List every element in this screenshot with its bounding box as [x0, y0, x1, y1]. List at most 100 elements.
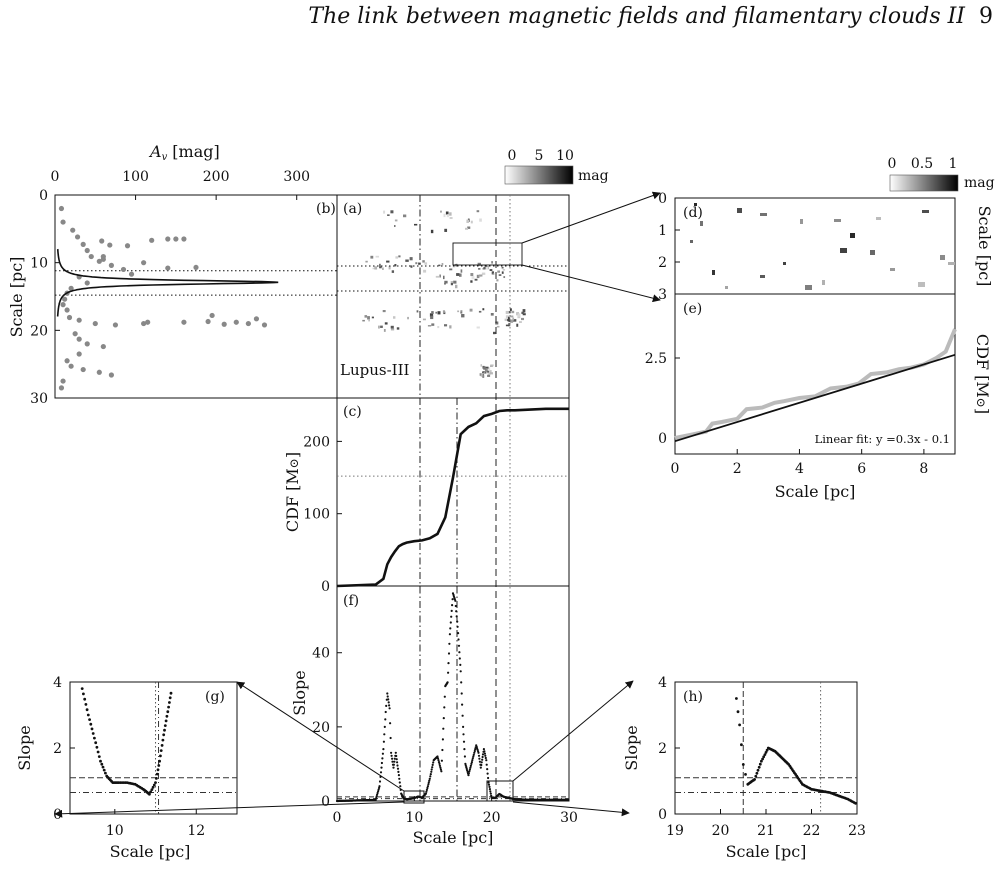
data-point — [62, 296, 68, 302]
speckle — [465, 227, 469, 230]
slope-point — [439, 766, 442, 769]
data-point — [99, 238, 105, 244]
data-point — [124, 243, 131, 249]
speckle — [424, 262, 428, 265]
speckle — [483, 366, 486, 370]
data-point — [60, 378, 66, 384]
slope-point — [740, 743, 743, 747]
speckle — [474, 278, 478, 281]
speckle — [482, 371, 485, 374]
slope-point — [425, 788, 428, 792]
slope-point — [430, 770, 433, 773]
slope-point — [391, 757, 394, 760]
slope-point — [395, 758, 398, 761]
slope-point — [473, 751, 476, 754]
slope-point — [166, 710, 170, 714]
slope-point — [447, 671, 450, 674]
speckle — [506, 311, 510, 313]
speckle — [443, 311, 446, 315]
slope-point — [396, 764, 399, 767]
fit-line — [674, 353, 956, 443]
speckle — [470, 280, 473, 283]
speckle — [430, 229, 434, 234]
speckle — [390, 325, 394, 329]
slope-point — [89, 722, 93, 726]
x-tick-label: 300 — [283, 169, 310, 185]
speckle — [395, 256, 399, 259]
slope-point — [383, 733, 386, 736]
x-tick-label: 22 — [803, 823, 821, 839]
data-point — [76, 317, 82, 323]
slope-point — [385, 704, 388, 708]
speckle — [478, 310, 482, 313]
profile-line — [56, 248, 279, 317]
speckle — [444, 282, 446, 285]
speckle — [460, 269, 463, 273]
panel-label: (a) — [343, 201, 362, 217]
speckle — [487, 367, 491, 371]
slope-point — [393, 760, 396, 763]
speckle — [460, 311, 463, 314]
slope-point — [100, 762, 104, 766]
slope-point — [437, 761, 441, 764]
speckle — [409, 257, 413, 261]
speckle — [508, 318, 511, 322]
slope-point — [735, 697, 738, 700]
cdf-line — [336, 407, 569, 588]
speckle — [481, 272, 486, 275]
slope-point — [442, 717, 445, 720]
slope-point — [392, 766, 395, 769]
speckle — [516, 312, 520, 316]
slope-point — [457, 638, 460, 641]
data-point — [108, 372, 114, 378]
colorbar-tick: 10 — [556, 148, 574, 164]
slope-point — [99, 759, 102, 763]
slope-point — [454, 604, 457, 608]
panel-label: (g) — [205, 689, 225, 705]
data-point — [68, 285, 74, 291]
colorbar-tick: 0 — [888, 156, 897, 172]
data-point — [141, 320, 147, 327]
speckle — [490, 313, 494, 316]
speckle — [442, 310, 446, 313]
speckle — [405, 259, 409, 262]
slope-point — [763, 753, 767, 756]
ylabel-h: Slope — [622, 725, 641, 770]
slope-point — [446, 681, 449, 684]
slope-point — [151, 785, 155, 789]
guide-lines — [419, 195, 511, 801]
slope-point — [448, 642, 451, 645]
slope-point — [426, 785, 429, 788]
panel-label: (d) — [683, 205, 703, 221]
speckle — [760, 275, 765, 278]
slope-point — [741, 763, 745, 766]
y-tick-label: 2 — [53, 741, 62, 757]
cdf-line — [674, 328, 957, 440]
slope-point — [436, 755, 439, 758]
slope-point — [380, 761, 383, 765]
slope-point — [481, 758, 484, 761]
slope-point — [457, 632, 460, 635]
region-label: Lupus-III — [340, 361, 410, 379]
y-tick-label: 0 — [39, 188, 48, 204]
data-point — [68, 363, 74, 369]
slope-point — [377, 790, 380, 793]
speckle — [476, 326, 480, 329]
speckle — [435, 311, 438, 314]
xlabel-f: Scale [pc] — [413, 828, 494, 847]
speckle — [483, 266, 487, 270]
speckle — [430, 315, 434, 320]
speckle — [403, 214, 407, 218]
speckle — [510, 319, 514, 323]
slope-point — [460, 681, 463, 684]
y-tick-label: 3 — [658, 287, 667, 303]
speckle — [414, 223, 418, 226]
slope-point — [429, 773, 432, 776]
slope-point — [163, 724, 167, 727]
slope-point — [378, 780, 382, 783]
speckle — [479, 274, 483, 277]
speckle — [440, 210, 442, 213]
speckle — [505, 324, 510, 327]
speckle — [890, 268, 895, 271]
data-point — [80, 366, 86, 373]
